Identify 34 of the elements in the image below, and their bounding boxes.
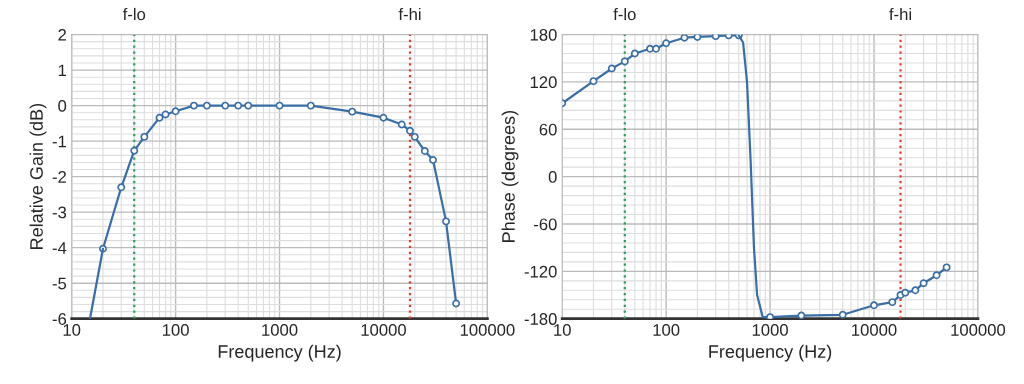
x-axis-title: Frequency (Hz) bbox=[709, 344, 832, 362]
y-tick-label: 0 bbox=[548, 171, 557, 183]
y-tick-label: -2 bbox=[52, 171, 66, 183]
y-axis-title: Relative Gain (dB) bbox=[29, 104, 47, 249]
y-tick-label: -4 bbox=[52, 242, 67, 254]
y-tick-label: 1 bbox=[58, 64, 67, 77]
x-tick-label: 100 bbox=[162, 324, 189, 336]
x-tick-label: 10000 bbox=[852, 324, 897, 336]
y-tick-label: -1 bbox=[52, 135, 67, 148]
x-tick-label: 100 bbox=[653, 324, 680, 336]
x-tick-label: 100000 bbox=[460, 324, 515, 336]
x-tick-label: 1000 bbox=[262, 324, 298, 336]
y-tick-label: -120 bbox=[524, 265, 557, 278]
x-axis-title: Frequency (Hz) bbox=[218, 344, 341, 362]
y-tick-label: 60 bbox=[539, 123, 557, 136]
ref-line-label: f-lo bbox=[122, 7, 146, 21]
y-tick-label: -5 bbox=[52, 277, 67, 290]
y-tick-label: 120 bbox=[530, 76, 557, 89]
x-tick-label: 10000 bbox=[361, 324, 406, 336]
y-tick-label: -60 bbox=[534, 218, 557, 231]
y-tick-label: -3 bbox=[52, 206, 67, 219]
x-tick-label: 10 bbox=[554, 324, 571, 336]
x-tick-label: 10 bbox=[63, 324, 81, 336]
ref-line-label: f-lo bbox=[613, 7, 636, 21]
y-axis-title: Phase (degrees) bbox=[501, 111, 519, 242]
x-tick-label: 100000 bbox=[951, 324, 1006, 336]
y-tick-label: -180 bbox=[524, 313, 557, 325]
ref-line-label: f-hi bbox=[398, 7, 421, 20]
y-tick-label: 2 bbox=[58, 28, 66, 41]
ref-line-label: f-hi bbox=[889, 7, 911, 20]
x-tick-label: 1000 bbox=[752, 324, 788, 336]
y-tick-label: -6 bbox=[52, 313, 67, 325]
y-tick-label: 180 bbox=[530, 28, 557, 41]
y-tick-label: 0 bbox=[58, 100, 67, 112]
